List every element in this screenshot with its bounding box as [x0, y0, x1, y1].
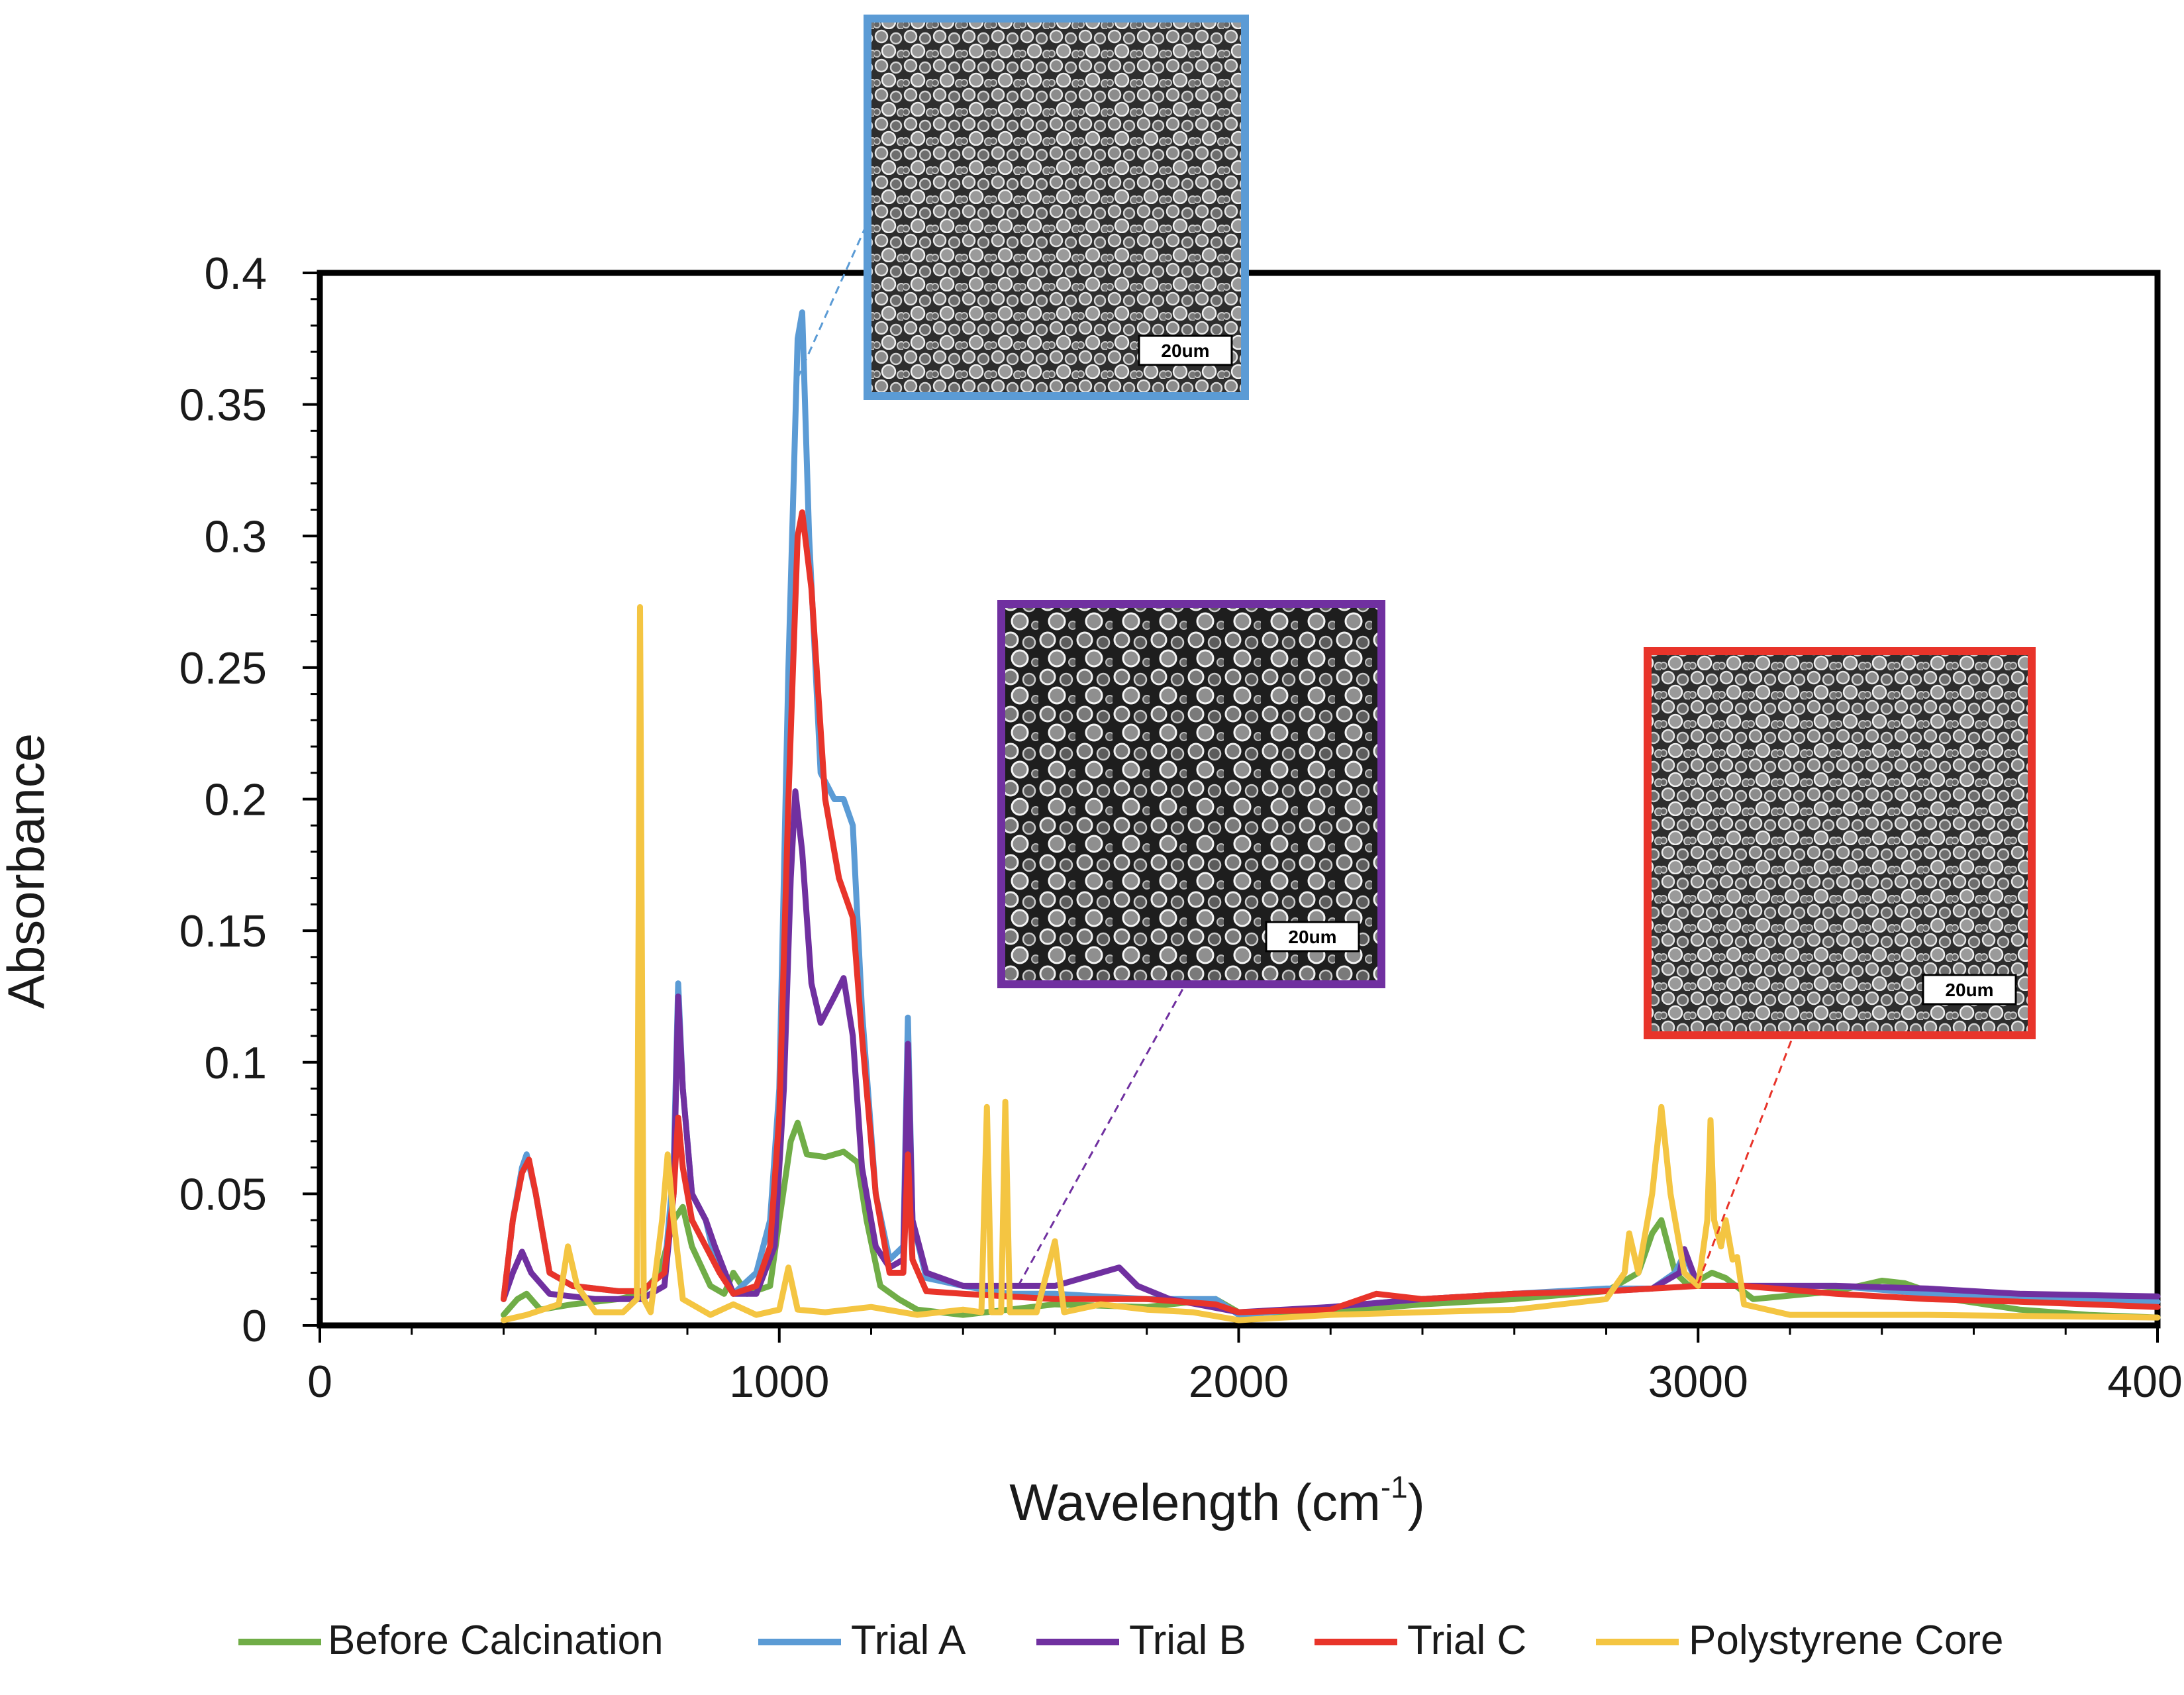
inset-frame: [864, 15, 1249, 400]
inset-1: 20um: [797, 15, 1249, 400]
legend-label: Trial B: [1129, 1618, 1246, 1663]
legend: Before Calcination Trial A Trial B Trial C P…: [238, 1618, 2004, 1663]
scale-bar-box: [1922, 974, 2017, 1005]
sem-image: [1648, 651, 2032, 1035]
scale-bar-box: [1265, 921, 1360, 952]
scale-bar-label: 20um: [1288, 927, 1336, 947]
inset-leader-line: [797, 222, 869, 379]
inset-layer: 20um 20um 20um: [797, 15, 2036, 1287]
legend-label: Trial C: [1407, 1618, 1526, 1663]
x-tick-label: 1000: [729, 1357, 829, 1407]
y-tick-label: 0.2: [204, 775, 267, 825]
sem-image: [868, 19, 1245, 396]
x-axis-title-close: ): [1408, 1473, 1425, 1531]
x-axis-title: Wavelength (cm-1): [1009, 1470, 1425, 1531]
legend-label: Polystyrene Core: [1689, 1618, 2004, 1663]
legend-item-before-calcination: Before Calcination: [238, 1618, 664, 1663]
legend-label: Trial A: [851, 1618, 966, 1663]
legend-item-trial-c: Trial C: [1315, 1618, 1526, 1663]
y-axis-title: Absorbance: [0, 733, 55, 1009]
inset-frame: [997, 600, 1385, 988]
y-tick-label: 0: [242, 1301, 267, 1351]
sem-image: [1001, 604, 1381, 984]
x-axis-title-sup: -1: [1381, 1470, 1408, 1504]
inset-frame: [1644, 647, 2036, 1039]
inset-2: 20um: [997, 600, 1385, 1287]
y-tick-label: 0.1: [204, 1038, 267, 1088]
x-axis-title-main: Wavelength (cm: [1009, 1473, 1381, 1531]
scale-bar-label: 20um: [1161, 340, 1209, 361]
y-tick-label: 0.4: [204, 248, 267, 299]
y-tick-label: 0.05: [179, 1169, 267, 1219]
x-tick-label: 3000: [1648, 1357, 1748, 1407]
legend-label: Before Calcination: [328, 1618, 664, 1663]
y-tick-label: 0.3: [204, 511, 267, 562]
legend-item-trial-b: Trial B: [1036, 1618, 1246, 1663]
inset-leader-line: [1697, 1035, 1795, 1284]
legend-item-trial-a: Trial A: [758, 1618, 966, 1663]
x-tick-label: 2000: [1189, 1357, 1289, 1407]
inset-3: 20um: [1644, 647, 2036, 1284]
series-layer: [501, 309, 2161, 1323]
y-tick-label: 0.15: [179, 906, 267, 956]
series-line-before-calcination: [501, 1119, 2161, 1321]
series-line-trial-c: [501, 509, 2161, 1315]
scale-bar-label: 20um: [1945, 980, 1993, 1000]
y-tick-label: 0.25: [179, 643, 267, 693]
inset-leader-line: [1017, 984, 1187, 1287]
x-tick-label: 0: [307, 1357, 332, 1407]
y-tick-label: 0.35: [179, 380, 267, 431]
legend-item-polystyrene-core: Polystyrene Core: [1596, 1618, 2004, 1663]
scale-bar-box: [1138, 334, 1233, 366]
series-line-polystyrene-core: [501, 604, 2161, 1323]
